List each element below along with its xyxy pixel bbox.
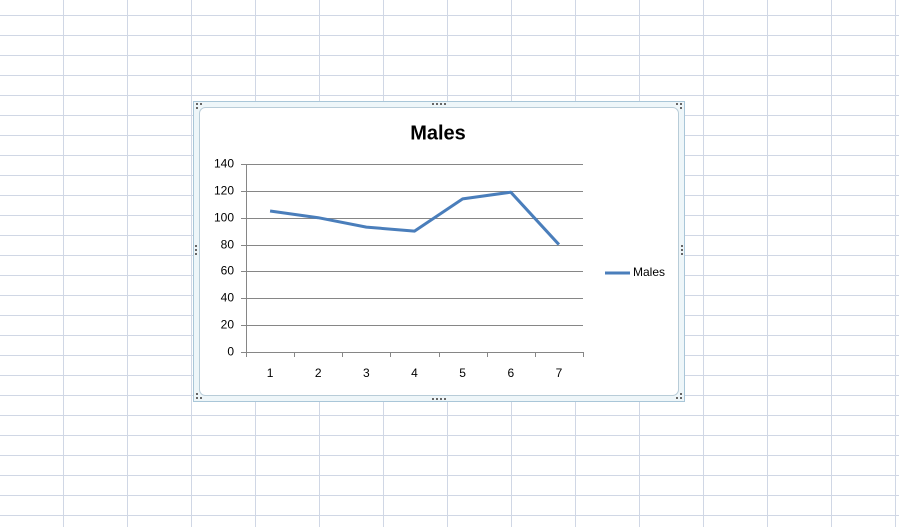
- y-tick-label: 100: [214, 211, 234, 225]
- x-tick-label: 5: [459, 366, 466, 380]
- chart-title: Males: [410, 122, 466, 144]
- y-tick-label: 20: [221, 318, 235, 332]
- y-tick-label: 0: [227, 345, 234, 359]
- y-tick-label: 40: [221, 291, 235, 305]
- chart-area: [199, 107, 679, 396]
- y-tick-label: 120: [214, 184, 234, 198]
- y-tick-label: 140: [214, 157, 234, 171]
- x-tick-label: 2: [315, 366, 322, 380]
- x-tick-label: 4: [411, 366, 418, 380]
- x-tick-label: 7: [556, 366, 563, 380]
- y-tick-label: 80: [221, 238, 235, 252]
- y-tick-label: 60: [221, 264, 235, 278]
- legend-label: Males: [633, 265, 665, 279]
- x-tick-label: 6: [507, 366, 514, 380]
- x-tick-label: 3: [363, 366, 370, 380]
- x-tick-label: 1: [267, 366, 274, 380]
- series-line: [269, 190, 561, 246]
- resize-handles: [195, 103, 683, 400]
